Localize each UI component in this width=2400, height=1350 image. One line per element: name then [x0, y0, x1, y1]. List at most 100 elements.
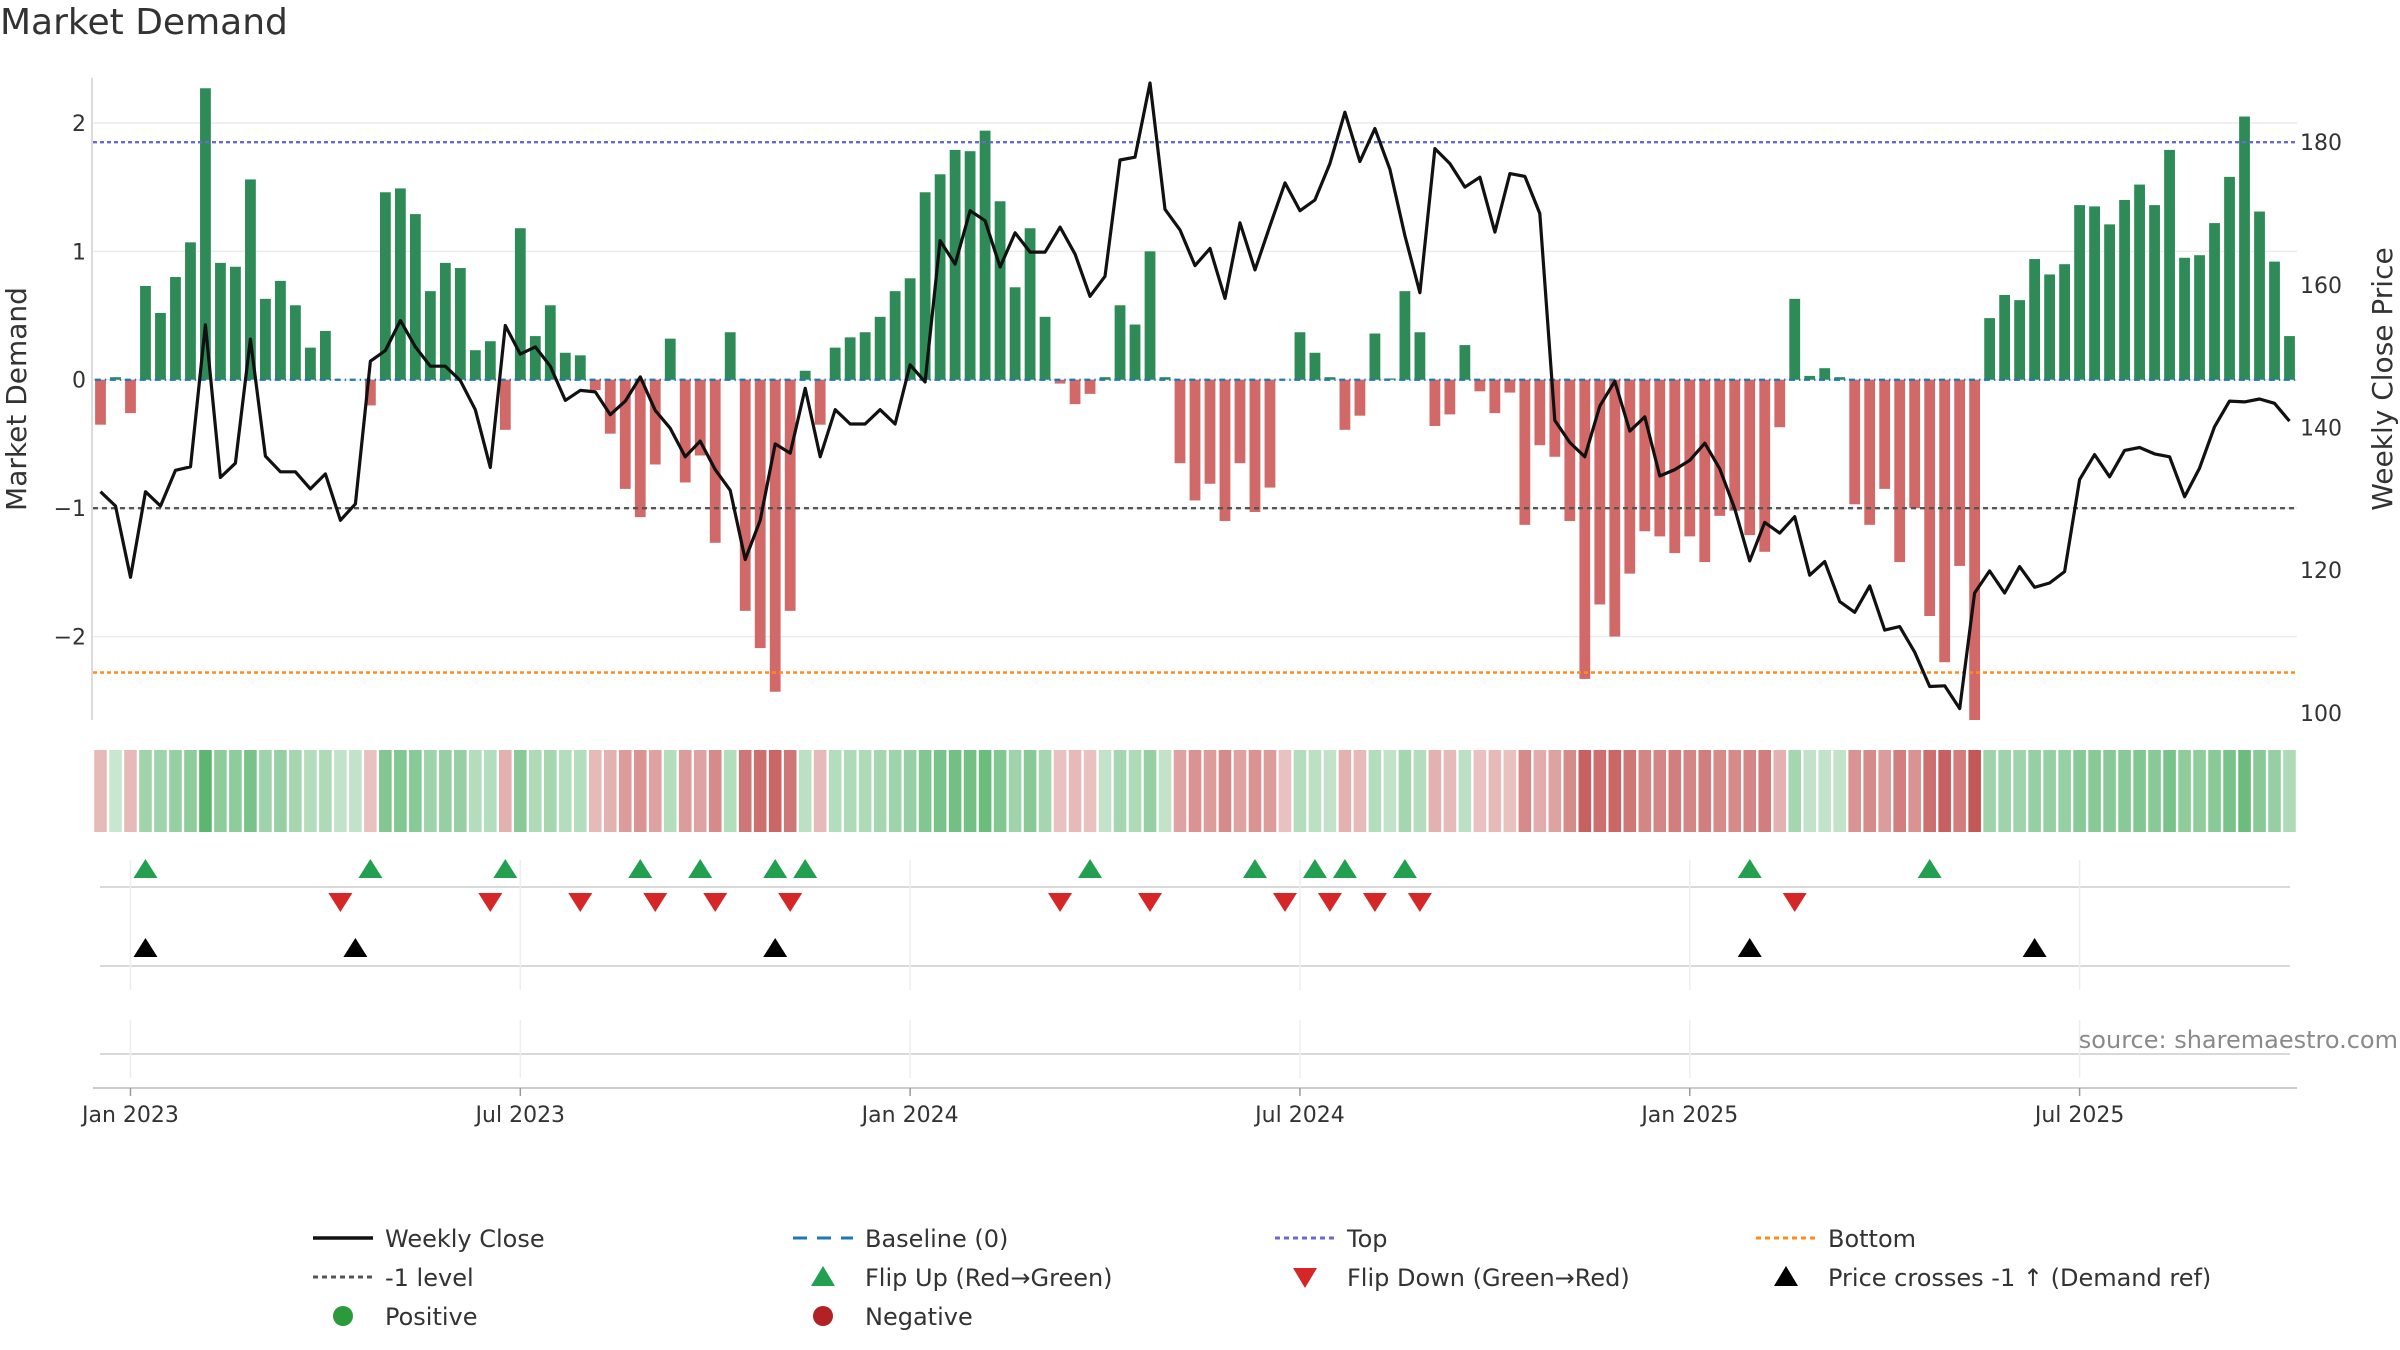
- heat-cell: [1338, 750, 1352, 832]
- flip-up-marker: [763, 859, 788, 878]
- legend-label: -1 level: [385, 1264, 474, 1292]
- heat-cell: [1458, 750, 1472, 832]
- heat-cell: [1728, 750, 1742, 832]
- demand-bar: [889, 291, 901, 380]
- heat-cell: [1668, 750, 1682, 832]
- demand-bar: [1924, 379, 1936, 616]
- demand-bar: [1009, 287, 1021, 380]
- heat-cell: [618, 750, 632, 832]
- heat-cell: [1023, 750, 1037, 832]
- demand-bar: [275, 280, 286, 380]
- legend-label: Flip Down (Green→Red): [1347, 1264, 1630, 1292]
- flip-down-marker: [1138, 893, 1163, 912]
- demand-bar: [1354, 379, 1366, 416]
- heat-cell: [1098, 750, 1112, 832]
- heat-cell: [364, 750, 377, 832]
- heat-cell: [603, 750, 617, 832]
- demand-bar: [1819, 368, 1831, 380]
- heat-cell: [424, 750, 437, 832]
- flip-up-marker: [793, 859, 818, 878]
- heat-cell: [379, 750, 392, 832]
- heat-cell: [2283, 750, 2296, 832]
- demand-bar: [679, 379, 691, 483]
- heat-cell: [1503, 750, 1517, 832]
- demand-bar: [170, 277, 181, 380]
- demand-bar: [769, 379, 781, 692]
- heat-cell: [1818, 750, 1832, 832]
- heat-cell: [1938, 750, 1951, 832]
- flip-up-marker: [1302, 859, 1327, 878]
- heat-cell: [1758, 750, 1772, 832]
- price-cross-marker: [763, 938, 788, 957]
- heat-cell: [1398, 750, 1412, 832]
- demand-bar: [1939, 379, 1951, 663]
- flip-up-marker: [1737, 859, 1762, 878]
- heat-cell: [2058, 750, 2071, 832]
- heat-cell: [2073, 750, 2086, 832]
- demand-bar: [2179, 257, 2190, 380]
- demand-bar: [230, 266, 241, 380]
- heat-cell: [1698, 750, 1712, 832]
- heat-cell: [693, 750, 707, 832]
- demand-bar: [2254, 211, 2265, 380]
- heat-cell: [169, 750, 182, 832]
- heat-cell: [1653, 750, 1667, 832]
- demand-bar: [874, 316, 886, 380]
- demand-bar: [1534, 379, 1546, 446]
- demand-bar: [140, 286, 151, 380]
- heat-cell: [94, 750, 107, 832]
- heat-cell: [1413, 750, 1427, 832]
- demand-bar: [200, 88, 211, 380]
- left-tick-label: 0: [72, 369, 86, 394]
- heat-cell: [843, 750, 857, 832]
- flip-down-marker: [703, 893, 728, 912]
- demand-bar: [1639, 379, 1651, 532]
- demand-bar: [784, 379, 796, 611]
- heat-cell: [1773, 750, 1787, 832]
- demand-bar: [994, 201, 1006, 380]
- heat-cell: [2253, 750, 2266, 832]
- demand-bar: [1864, 379, 1876, 525]
- x-tick-label: Jul 2024: [1253, 1103, 1345, 1128]
- heat-cell: [454, 750, 467, 832]
- legend-swatch: [333, 1306, 353, 1326]
- heat-cell: [813, 750, 827, 832]
- demand-bar: [1909, 379, 1921, 509]
- demand-bar: [664, 338, 676, 380]
- demand-bar: [1654, 379, 1666, 537]
- heat-cell: [1788, 750, 1802, 832]
- flip-down-marker: [643, 893, 668, 912]
- demand-bar: [529, 336, 541, 380]
- flip-down-marker: [1362, 893, 1387, 912]
- left-tick-label: 2: [72, 112, 86, 137]
- heat-cell: [2028, 750, 2041, 832]
- demand-bar: [634, 379, 646, 518]
- demand-bar: [2194, 255, 2205, 380]
- demand-bar: [1174, 379, 1186, 464]
- demand-bar: [964, 151, 976, 380]
- heat-cell: [1578, 750, 1592, 832]
- demand-bar: [724, 332, 736, 380]
- legend-label: Negative: [865, 1303, 973, 1331]
- heat-cell: [1203, 750, 1217, 832]
- heat-cell: [1608, 750, 1622, 832]
- heat-cell: [768, 750, 782, 832]
- demand-bar: [409, 214, 421, 380]
- price-cross-marker: [2022, 938, 2047, 957]
- heat-cell: [1218, 750, 1232, 832]
- heat-cell: [469, 750, 482, 832]
- heat-cell: [2238, 750, 2251, 832]
- demand-bar: [2014, 300, 2026, 380]
- demand-bar: [2029, 259, 2041, 380]
- legend-label: Top: [1346, 1225, 1388, 1253]
- heat-cell: [573, 750, 587, 832]
- heat-cell: [753, 750, 767, 832]
- heat-cell: [858, 750, 872, 832]
- demand-bar: [1474, 379, 1486, 392]
- price-cross-marker: [343, 938, 368, 957]
- right-tick-label: 160: [2300, 274, 2342, 299]
- heat-cell: [2118, 750, 2131, 832]
- demand-bar: [2164, 149, 2175, 380]
- heat-cell: [543, 750, 557, 832]
- demand-bar: [245, 179, 256, 380]
